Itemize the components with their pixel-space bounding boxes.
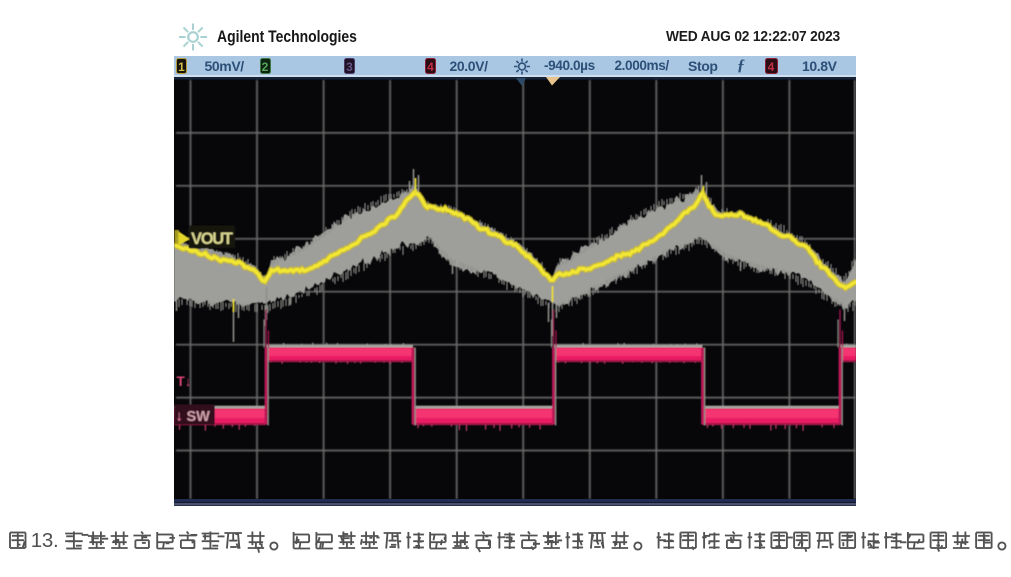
svg-text:1: 1	[31, 529, 42, 552]
svg-text:.: .	[53, 529, 59, 552]
svg-text:VOUT: VOUT	[191, 230, 233, 248]
svg-text:↓: ↓	[175, 409, 182, 425]
svg-text:3: 3	[42, 529, 53, 552]
svg-text:SW: SW	[186, 409, 210, 425]
svg-text:T↓: T↓	[176, 374, 191, 389]
